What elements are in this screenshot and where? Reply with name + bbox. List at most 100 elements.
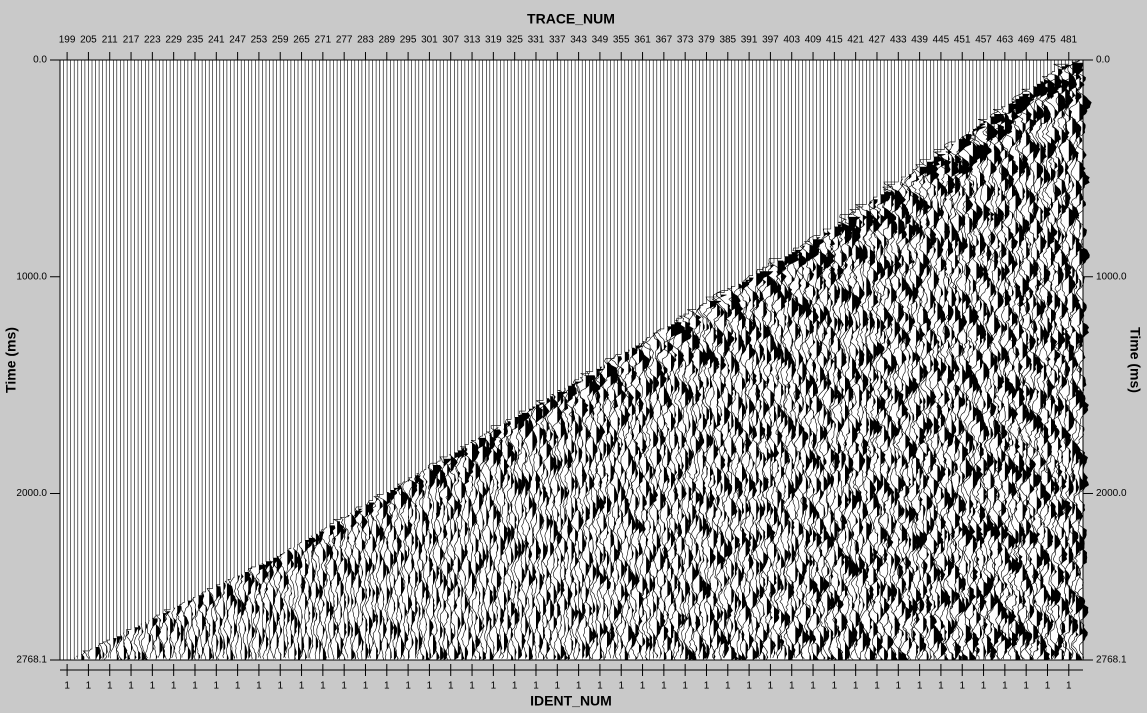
trace-wiggle <box>283 60 294 659</box>
trace-fill <box>845 219 852 660</box>
trace-fill <box>372 500 377 660</box>
trace-fill <box>241 574 246 660</box>
trace-wiggle <box>729 60 744 660</box>
trace-wiggle <box>331 60 344 660</box>
trace-wiggle <box>1054 60 1074 658</box>
trace-fill <box>138 625 141 660</box>
trace-fill <box>152 618 158 660</box>
trace-wiggle <box>343 60 352 658</box>
bottom-tick-label: 1 <box>618 681 624 692</box>
trace-wiggle <box>793 60 809 659</box>
trace-wiggle <box>267 60 279 659</box>
trace-fill <box>461 448 466 660</box>
trace-wiggle <box>1064 60 1083 659</box>
trace-fill <box>649 337 655 660</box>
top-tick-label: 451 <box>954 35 971 46</box>
trace-wiggle <box>219 60 226 659</box>
bottom-tick-label: 1 <box>1045 681 1051 692</box>
trace-wiggle <box>897 60 912 660</box>
trace-wiggle <box>350 60 363 659</box>
top-tick-label: 361 <box>634 35 651 46</box>
trace-wiggle <box>286 60 295 659</box>
trace-wiggle <box>473 60 487 659</box>
trace-fill <box>511 419 515 660</box>
trace-fill <box>433 465 442 660</box>
trace-wiggle <box>176 60 185 660</box>
bottom-tick-label: 1 <box>512 681 518 692</box>
trace-wiggle <box>807 60 823 661</box>
trace-fill <box>347 515 352 660</box>
trace-wiggle <box>133 60 141 659</box>
trace-fill <box>1033 86 1043 660</box>
trace-fill <box>791 252 799 660</box>
trace-fill <box>1001 109 1009 661</box>
trace-fill <box>123 633 127 660</box>
trace-wiggle <box>325 60 336 659</box>
trace-wiggle <box>427 60 442 659</box>
trace-wiggle <box>1025 60 1044 660</box>
bottom-tick-label: 1 <box>640 681 646 692</box>
trace-fill <box>628 350 634 660</box>
trace-wiggle <box>191 60 198 660</box>
trace-wiggle <box>969 60 986 660</box>
trace-fill <box>948 146 955 660</box>
trace-wiggle <box>855 60 876 660</box>
trace-fill <box>976 126 986 661</box>
top-tick-label: 205 <box>80 35 97 46</box>
trace-wiggle <box>73 60 76 659</box>
trace-fill <box>685 316 694 660</box>
trace-wiggle <box>883 60 906 660</box>
top-tick-label: 343 <box>570 35 587 46</box>
top-tick-label: 259 <box>272 35 289 46</box>
trace-wiggle <box>645 60 660 658</box>
trace-fill <box>887 189 896 660</box>
top-tick-label: 421 <box>847 35 864 46</box>
trace-wiggle <box>915 60 931 660</box>
trace-fill <box>532 406 537 660</box>
bottom-tick-label: 1 <box>1002 681 1008 692</box>
top-tick-label: 217 <box>123 35 140 46</box>
trace-fill <box>187 600 193 660</box>
trace-wiggle <box>838 60 853 660</box>
trace-wiggle <box>162 60 171 660</box>
trace-wiggle <box>683 60 694 660</box>
trace-wiggle <box>123 60 128 659</box>
top-tick-label: 367 <box>656 35 673 46</box>
trace-wiggle <box>385 60 397 658</box>
trace-wiggle <box>435 60 447 659</box>
trace-wiggle <box>373 60 385 660</box>
trace-wiggle <box>989 60 1007 660</box>
trace-fill <box>557 392 567 660</box>
bottom-tick-label: 1 <box>192 681 198 692</box>
trace-wiggle <box>803 60 820 660</box>
trace-wiggle <box>698 60 713 659</box>
bottom-tick-label: 1 <box>299 681 305 692</box>
trace-wiggle <box>557 60 569 659</box>
trace-wiggle <box>998 60 1016 660</box>
bottom-tick-label: 1 <box>384 681 390 692</box>
trace-fill <box>482 436 488 660</box>
bottom-tick-label: 1 <box>896 681 902 692</box>
trace-fill <box>116 636 122 660</box>
trace-fill <box>1008 104 1021 660</box>
trace-fill <box>269 559 274 660</box>
trace-wiggle <box>706 60 720 660</box>
trace-fill <box>500 425 505 660</box>
trace-wiggle <box>653 60 667 659</box>
trace-wiggle <box>715 60 735 659</box>
trace-wiggle <box>787 60 802 658</box>
trace-fill <box>404 481 409 660</box>
trace-fill <box>916 169 923 660</box>
trace-wiggle <box>396 60 409 660</box>
trace-wiggle <box>289 60 300 660</box>
trace-wiggle <box>364 60 375 658</box>
trace-wiggle <box>712 60 730 658</box>
trace-wiggle <box>462 60 475 660</box>
trace-fill <box>567 386 577 660</box>
trace-wiggle <box>725 60 741 659</box>
trace-wiggle <box>502 60 514 660</box>
trace-wiggle <box>123 60 130 659</box>
trace-fill <box>617 356 624 660</box>
bottom-tick-label: 1 <box>917 681 923 692</box>
bottom-tick-label: 1 <box>256 681 262 692</box>
